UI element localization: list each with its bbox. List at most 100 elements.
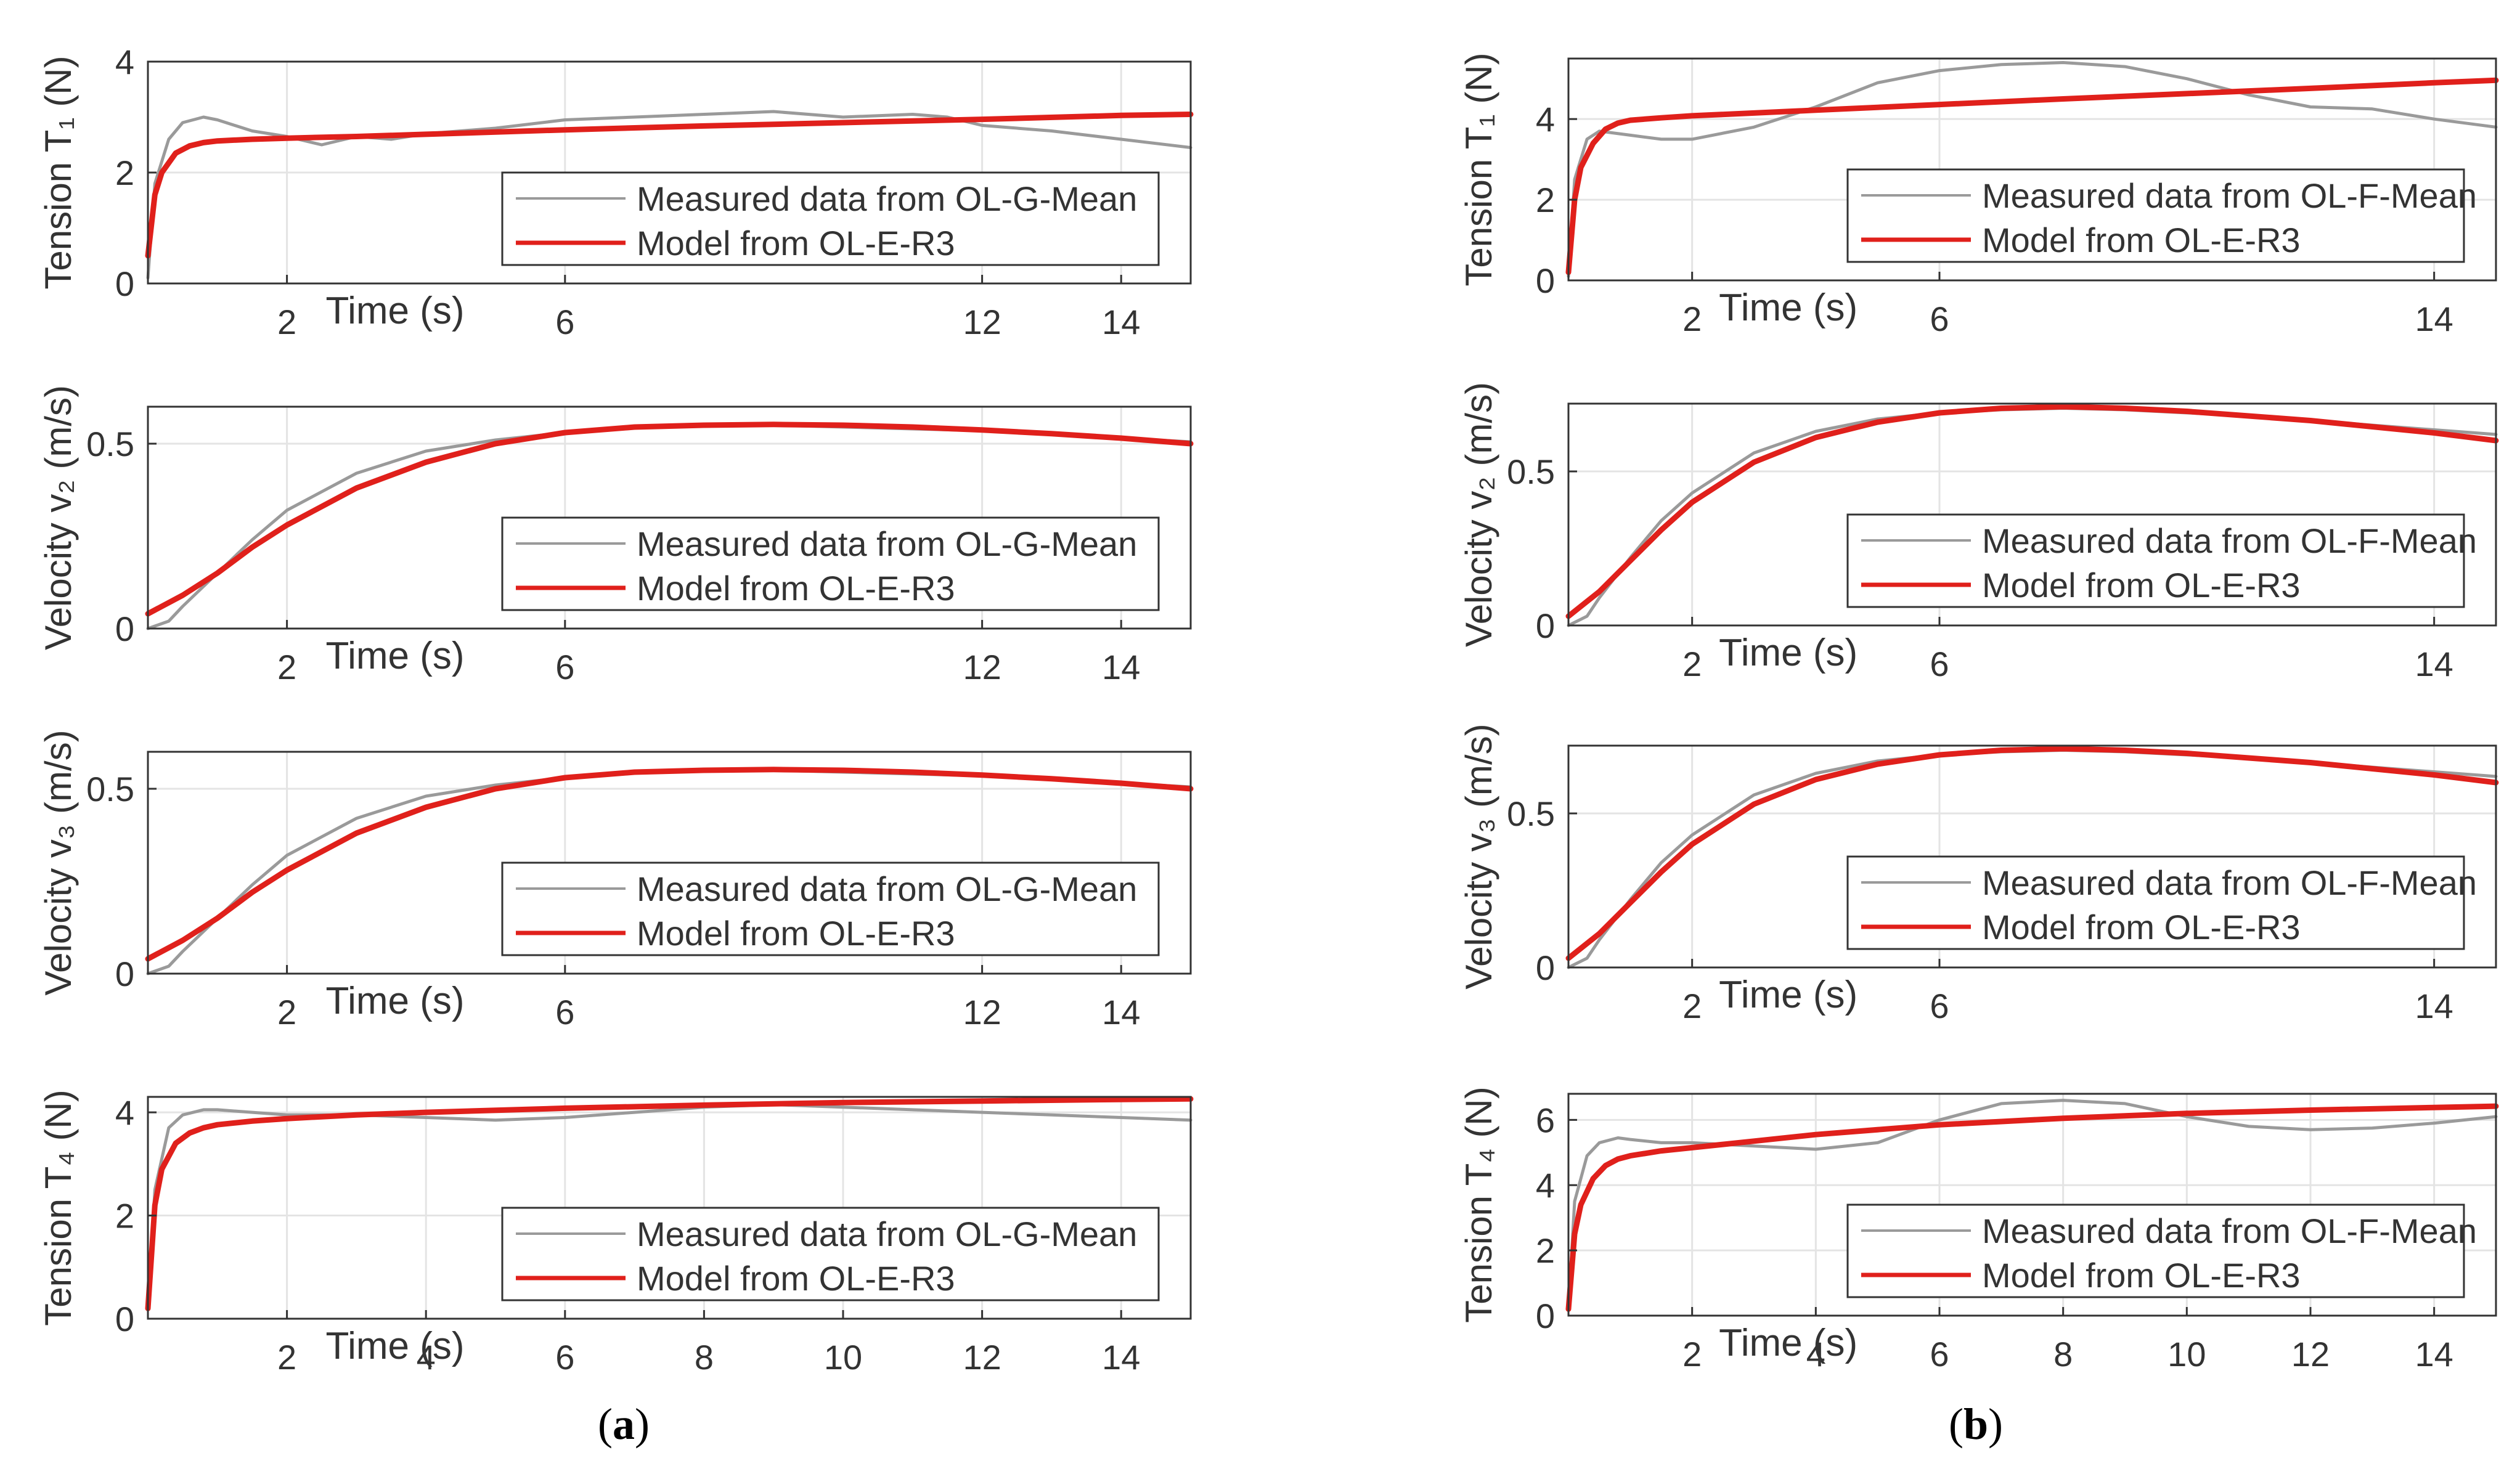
legend-entry: Measured data from OL-F-Mean — [1982, 863, 2477, 902]
y-tick-label: 0.5 — [86, 425, 134, 463]
x-tick-label: 6 — [1930, 299, 1949, 338]
x-axis-label: Time (s) — [1719, 1322, 1857, 1364]
y-axis-label: Velocity v₃ (m/s) — [38, 730, 79, 995]
x-axis-label: Time (s) — [1719, 632, 1857, 674]
legend-box — [501, 171, 1160, 266]
legend-entry: Measured data from OL-G-Mean — [637, 869, 1137, 908]
y-tick-label: 0 — [1536, 261, 1555, 300]
axes-box — [1567, 1093, 2497, 1317]
chart-b3: 2 6 14 0 0.5 Time (s) Velocity v₃ (m/s) Measure… — [1458, 723, 2499, 1025]
axes-box — [1567, 57, 2497, 282]
legend-box — [501, 516, 1160, 611]
legend-entry: Model from OL-E-R3 — [637, 1259, 955, 1298]
legend: Measured data from OL-F-Mean Model from O… — [1846, 513, 2477, 608]
legend: Measured data from OL-F-Mean Model from O… — [1846, 855, 2477, 950]
legend-box — [1846, 1203, 2465, 1298]
y-axis-label: Tension T₄ (N) — [38, 1089, 79, 1326]
legend-entry: Measured data from OL-G-Mean — [637, 1215, 1137, 1253]
x-tick-label: 2 — [1682, 987, 1702, 1025]
legend-entry: Measured data from OL-F-Mean — [1982, 1211, 2477, 1250]
x-axis-label: Time (s) — [1719, 287, 1857, 329]
x-tick-label: 14 — [2415, 645, 2453, 683]
axes-box — [1567, 402, 2497, 627]
x-tick-label: 6 — [555, 303, 574, 341]
x-tick-label: 14 — [1102, 993, 1140, 1032]
chart-a2: 2 6 12 14 0 0.5 Time (s) Velocity v₂ (m/s) Measu… — [38, 385, 1194, 686]
axes-box — [1567, 744, 2497, 969]
y-axis-label: Velocity v₂ (m/s) — [1458, 382, 1499, 647]
x-axis-label: Time (s) — [1719, 974, 1857, 1016]
y-tick-label: 0 — [1536, 606, 1555, 645]
x-tick-label: 2 — [277, 1338, 296, 1377]
x-tick-label: 14 — [2415, 299, 2453, 338]
measured-series-line — [146, 1103, 1193, 1310]
x-tick-label: 10 — [2167, 1335, 2206, 1374]
y-axis-label: Velocity v₃ (m/s) — [1458, 723, 1499, 989]
model-series-line — [145, 112, 1194, 259]
x-axis-label: Time (s) — [326, 1325, 465, 1367]
legend: Measured data from OL-F-Mean Model from O… — [1846, 168, 2477, 263]
x-tick-label: 2 — [1682, 299, 1702, 338]
x-tick-label: 6 — [555, 648, 574, 686]
x-tick-label: 12 — [963, 303, 1001, 341]
legend-entry: Measured data from OL-F-Mean — [1982, 176, 2477, 215]
y-axis-label: Tension T₄ (N) — [1458, 1086, 1499, 1323]
y-tick-label: 0 — [115, 609, 134, 648]
chart-a3: 2 6 12 14 0 0.5 Time (s) Velocity v₃ (m/s) Measu… — [38, 730, 1194, 1032]
chart-b4: 2 4 6 8 10 12 14 0 2 4 6 Time (s) Tension T₄ (N) Meas… — [1458, 1086, 2499, 1374]
x-tick-label: 6 — [555, 993, 574, 1032]
legend: Measured data from OL-G-Mean Model from O… — [501, 861, 1160, 956]
legend-entry: Measured data from OL-G-Mean — [637, 179, 1137, 218]
x-axis-label: Time (s) — [326, 635, 465, 677]
y-tick-label: 2 — [1536, 181, 1555, 219]
y-axis-label: Tension T₁ (N) — [1458, 52, 1499, 286]
legend: Measured data from OL-G-Mean Model from O… — [501, 1207, 1160, 1301]
x-tick-label: 8 — [2053, 1335, 2073, 1374]
x-tick-label: 12 — [2291, 1335, 2330, 1374]
model-series-line — [1565, 404, 2499, 619]
x-tick-label: 6 — [555, 1338, 574, 1377]
y-axis-label: Tension T₁ (N) — [38, 55, 79, 289]
y-tick-label: 4 — [115, 43, 134, 81]
x-tick-label: 12 — [963, 1338, 1001, 1377]
x-tick-label: 2 — [277, 648, 296, 686]
x-tick-label: 4 — [417, 1338, 436, 1377]
x-tick-label: 6 — [1930, 1335, 1949, 1374]
legend: Measured data from OL-G-Mean Model from O… — [501, 171, 1160, 266]
y-tick-label: 0 — [1536, 948, 1555, 987]
y-tick-label: 0.5 — [86, 770, 134, 808]
legend-box — [501, 861, 1160, 956]
legend-entry: Model from OL-E-R3 — [637, 914, 955, 953]
x-tick-label: 2 — [1682, 645, 1702, 683]
model-series-line — [1565, 77, 2499, 275]
x-axis-label: Time (s) — [326, 290, 465, 332]
legend-entry: Model from OL-E-R3 — [1982, 1256, 2301, 1295]
y-tick-label: 2 — [115, 153, 134, 192]
legend-box — [1846, 168, 2465, 263]
y-tick-label: 0 — [115, 955, 134, 993]
x-tick-label: 14 — [1102, 303, 1140, 341]
x-tick-label: 10 — [824, 1338, 862, 1377]
x-tick-label: 6 — [1930, 645, 1949, 683]
y-tick-label: 0.5 — [1507, 794, 1555, 833]
chart-b2: 2 6 14 0 0.5 Time (s) Velocity v₂ (m/s) Measure… — [1458, 382, 2499, 683]
x-tick-label: 12 — [963, 648, 1001, 686]
y-tick-label: 4 — [115, 1093, 134, 1132]
x-tick-label: 14 — [2415, 987, 2453, 1025]
x-axis-label: Time (s) — [326, 980, 465, 1022]
axes-box — [147, 751, 1192, 975]
chart-a1: 2 6 12 14 0 2 4 Time (s) Tension T₁ (N) Measured … — [38, 43, 1194, 341]
legend-entry: Model from OL-E-R3 — [1982, 566, 2301, 605]
y-axis-label: Velocity v₂ (m/s) — [38, 385, 79, 650]
axes-box — [147, 1096, 1192, 1320]
legend-box — [501, 1207, 1160, 1301]
model-series-line — [1565, 1103, 2499, 1312]
legend-entry: Model from OL-E-R3 — [637, 569, 955, 608]
y-tick-label: 4 — [1536, 100, 1555, 139]
legend-entry: Measured data from OL-F-Mean — [1982, 521, 2477, 560]
panel-label-a: (a) — [598, 1399, 650, 1449]
model-series-line — [145, 1096, 1194, 1311]
legend-box — [1846, 513, 2465, 608]
chart-b1: 2 6 14 0 2 4 Time (s) Tension T₁ (N) Measured da… — [1458, 52, 2499, 338]
